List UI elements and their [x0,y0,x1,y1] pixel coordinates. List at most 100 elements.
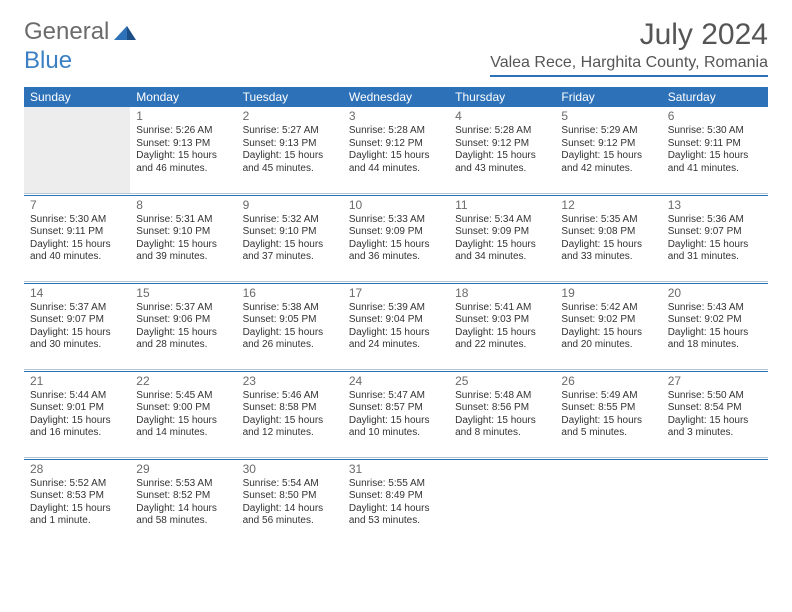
sunset-text: Sunset: 9:04 PM [349,314,443,327]
day-header: Thursday [449,87,555,107]
day-number: 6 [668,109,762,124]
daylight-text: Daylight: 15 hours and 42 minutes. [561,150,655,175]
day-cell: 19Sunrise: 5:42 AMSunset: 9:02 PMDayligh… [555,283,661,369]
sunset-text: Sunset: 9:10 PM [136,226,230,239]
sunset-text: Sunset: 9:12 PM [349,138,443,151]
sunset-text: Sunset: 9:09 PM [349,226,443,239]
day-number: 9 [243,198,337,213]
sunrise-text: Sunrise: 5:48 AM [455,390,549,403]
week-row: 14Sunrise: 5:37 AMSunset: 9:07 PMDayligh… [24,283,768,369]
day-cell: 17Sunrise: 5:39 AMSunset: 9:04 PMDayligh… [343,283,449,369]
sunrise-text: Sunrise: 5:28 AM [349,125,443,138]
sunrise-text: Sunrise: 5:42 AM [561,302,655,315]
daylight-text: Daylight: 15 hours and 26 minutes. [243,327,337,352]
daylight-text: Daylight: 15 hours and 1 minute. [30,503,124,528]
sunset-text: Sunset: 9:11 PM [668,138,762,151]
sunrise-text: Sunrise: 5:43 AM [668,302,762,315]
day-number: 8 [136,198,230,213]
day-cell: 4Sunrise: 5:28 AMSunset: 9:12 PMDaylight… [449,107,555,193]
day-cell: 15Sunrise: 5:37 AMSunset: 9:06 PMDayligh… [130,283,236,369]
day-cell: 30Sunrise: 5:54 AMSunset: 8:50 PMDayligh… [237,459,343,545]
day-cell: 28Sunrise: 5:52 AMSunset: 8:53 PMDayligh… [24,459,130,545]
day-cell: 1Sunrise: 5:26 AMSunset: 9:13 PMDaylight… [130,107,236,193]
sunrise-text: Sunrise: 5:41 AM [455,302,549,315]
day-number: 31 [349,462,443,477]
day-number: 26 [561,374,655,389]
sunrise-text: Sunrise: 5:55 AM [349,478,443,491]
day-number: 2 [243,109,337,124]
day-number: 1 [136,109,230,124]
sunrise-text: Sunrise: 5:44 AM [30,390,124,403]
daylight-text: Daylight: 15 hours and 44 minutes. [349,150,443,175]
day-number: 28 [30,462,124,477]
day-cell [555,459,661,545]
day-number: 23 [243,374,337,389]
week-row: 1Sunrise: 5:26 AMSunset: 9:13 PMDaylight… [24,107,768,193]
sunset-text: Sunset: 8:57 PM [349,402,443,415]
daylight-text: Daylight: 15 hours and 34 minutes. [455,239,549,264]
day-cell: 16Sunrise: 5:38 AMSunset: 9:05 PMDayligh… [237,283,343,369]
sunrise-text: Sunrise: 5:36 AM [668,214,762,227]
day-cell: 21Sunrise: 5:44 AMSunset: 9:01 PMDayligh… [24,371,130,457]
daylight-text: Daylight: 15 hours and 24 minutes. [349,327,443,352]
sunset-text: Sunset: 9:01 PM [30,402,124,415]
sunset-text: Sunset: 8:55 PM [561,402,655,415]
day-cell: 31Sunrise: 5:55 AMSunset: 8:49 PMDayligh… [343,459,449,545]
sunrise-text: Sunrise: 5:34 AM [455,214,549,227]
day-number: 4 [455,109,549,124]
day-number: 16 [243,286,337,301]
day-cell: 13Sunrise: 5:36 AMSunset: 9:07 PMDayligh… [662,195,768,281]
sunset-text: Sunset: 9:06 PM [136,314,230,327]
daylight-text: Daylight: 15 hours and 43 minutes. [455,150,549,175]
sunset-text: Sunset: 8:56 PM [455,402,549,415]
day-cell: 22Sunrise: 5:45 AMSunset: 9:00 PMDayligh… [130,371,236,457]
sunrise-text: Sunrise: 5:46 AM [243,390,337,403]
day-number: 20 [668,286,762,301]
daylight-text: Daylight: 15 hours and 3 minutes. [668,415,762,440]
daylight-text: Daylight: 15 hours and 39 minutes. [136,239,230,264]
day-cell [662,459,768,545]
daylight-text: Daylight: 15 hours and 46 minutes. [136,150,230,175]
day-number: 12 [561,198,655,213]
day-number: 3 [349,109,443,124]
day-cell: 10Sunrise: 5:33 AMSunset: 9:09 PMDayligh… [343,195,449,281]
sunset-text: Sunset: 9:12 PM [455,138,549,151]
day-cell: 8Sunrise: 5:31 AMSunset: 9:10 PMDaylight… [130,195,236,281]
day-number: 30 [243,462,337,477]
daylight-text: Daylight: 15 hours and 22 minutes. [455,327,549,352]
sunrise-text: Sunrise: 5:54 AM [243,478,337,491]
sunset-text: Sunset: 8:52 PM [136,490,230,503]
daylight-text: Daylight: 15 hours and 5 minutes. [561,415,655,440]
day-cell: 14Sunrise: 5:37 AMSunset: 9:07 PMDayligh… [24,283,130,369]
sunrise-text: Sunrise: 5:37 AM [136,302,230,315]
day-cell [449,459,555,545]
day-number: 5 [561,109,655,124]
sunrise-text: Sunrise: 5:38 AM [243,302,337,315]
logo-text-2: Blue [24,47,768,75]
day-cell [24,107,130,193]
daylight-text: Daylight: 14 hours and 56 minutes. [243,503,337,528]
day-number: 22 [136,374,230,389]
day-cell: 6Sunrise: 5:30 AMSunset: 9:11 PMDaylight… [662,107,768,193]
day-cell: 2Sunrise: 5:27 AMSunset: 9:13 PMDaylight… [237,107,343,193]
day-header-row: Sunday Monday Tuesday Wednesday Thursday… [24,87,768,107]
sunrise-text: Sunrise: 5:26 AM [136,125,230,138]
day-cell: 27Sunrise: 5:50 AMSunset: 8:54 PMDayligh… [662,371,768,457]
daylight-text: Daylight: 15 hours and 14 minutes. [136,415,230,440]
daylight-text: Daylight: 15 hours and 31 minutes. [668,239,762,264]
day-number: 7 [30,198,124,213]
sunrise-text: Sunrise: 5:35 AM [561,214,655,227]
sunrise-text: Sunrise: 5:27 AM [243,125,337,138]
sunset-text: Sunset: 8:49 PM [349,490,443,503]
day-cell: 20Sunrise: 5:43 AMSunset: 9:02 PMDayligh… [662,283,768,369]
sunrise-text: Sunrise: 5:32 AM [243,214,337,227]
sunset-text: Sunset: 8:58 PM [243,402,337,415]
sunrise-text: Sunrise: 5:50 AM [668,390,762,403]
sunrise-text: Sunrise: 5:52 AM [30,478,124,491]
sunset-text: Sunset: 9:07 PM [30,314,124,327]
day-cell: 25Sunrise: 5:48 AMSunset: 8:56 PMDayligh… [449,371,555,457]
day-number: 21 [30,374,124,389]
day-cell: 3Sunrise: 5:28 AMSunset: 9:12 PMDaylight… [343,107,449,193]
sunset-text: Sunset: 9:00 PM [136,402,230,415]
week-row: 7Sunrise: 5:30 AMSunset: 9:11 PMDaylight… [24,195,768,281]
